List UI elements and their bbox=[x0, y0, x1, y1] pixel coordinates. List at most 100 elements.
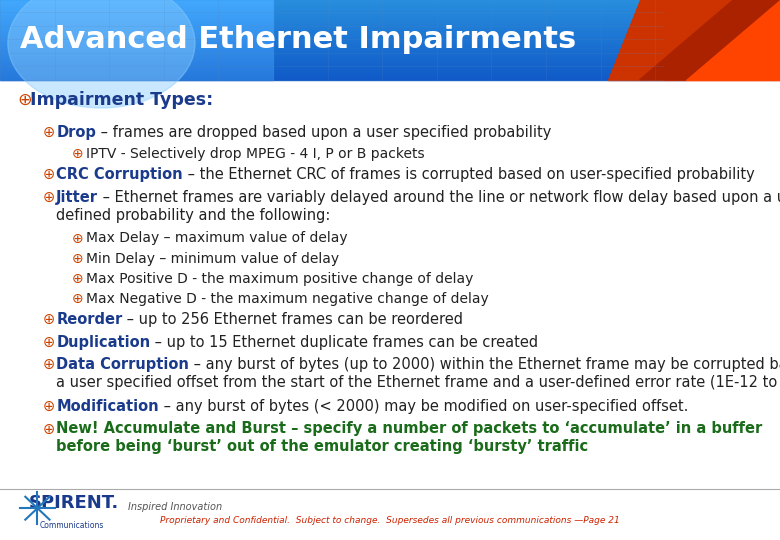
Bar bbox=[0, 8, 686, 9]
Bar bbox=[0, 39, 273, 40]
Bar bbox=[0, 62, 686, 63]
Bar bbox=[0, 14, 686, 15]
Text: Min Delay – minimum value of delay: Min Delay – minimum value of delay bbox=[86, 252, 339, 266]
Bar bbox=[0, 69, 686, 70]
Polygon shape bbox=[686, 0, 780, 80]
Text: ⊕: ⊕ bbox=[43, 421, 55, 436]
Text: CRC Corruption: CRC Corruption bbox=[56, 167, 183, 183]
Bar bbox=[0, 75, 273, 76]
Text: ⊕: ⊕ bbox=[72, 292, 83, 306]
Bar bbox=[0, 79, 686, 80]
Bar bbox=[0, 11, 273, 12]
Bar bbox=[0, 60, 273, 61]
Bar bbox=[0, 30, 273, 31]
Bar bbox=[0, 37, 686, 38]
Bar bbox=[0, 39, 686, 40]
Bar bbox=[0, 79, 273, 80]
Bar bbox=[0, 36, 273, 37]
Text: – specify a number of packets to ‘accumulate’ in a buffer: – specify a number of packets to ‘accumu… bbox=[286, 421, 762, 436]
Bar bbox=[0, 41, 273, 42]
Bar bbox=[0, 56, 273, 57]
Bar bbox=[0, 49, 686, 50]
Bar bbox=[0, 9, 273, 10]
Text: Communications: Communications bbox=[40, 521, 104, 530]
Bar bbox=[0, 58, 273, 59]
Bar bbox=[0, 29, 273, 30]
Text: Modification: Modification bbox=[56, 399, 159, 414]
Bar bbox=[0, 30, 686, 31]
Bar bbox=[0, 34, 686, 35]
Bar bbox=[0, 27, 273, 28]
Bar bbox=[0, 48, 273, 49]
Text: ⊕: ⊕ bbox=[43, 125, 55, 139]
Bar bbox=[0, 13, 273, 14]
Circle shape bbox=[8, 0, 195, 108]
Text: ⊕: ⊕ bbox=[17, 91, 32, 109]
Text: ⊕: ⊕ bbox=[43, 399, 55, 414]
Bar bbox=[0, 13, 686, 14]
Text: defined probability and the following:: defined probability and the following: bbox=[56, 208, 331, 223]
Bar bbox=[0, 31, 686, 32]
Bar bbox=[0, 18, 273, 19]
Bar bbox=[0, 24, 686, 25]
Text: Max Positive D - the maximum positive change of delay: Max Positive D - the maximum positive ch… bbox=[86, 272, 473, 286]
Text: SPIRENT.: SPIRENT. bbox=[29, 494, 119, 512]
Bar bbox=[0, 35, 686, 36]
Bar bbox=[0, 38, 686, 39]
Text: Inspired Innovation: Inspired Innovation bbox=[129, 502, 222, 512]
Bar bbox=[0, 74, 686, 75]
Bar bbox=[0, 48, 686, 49]
Bar bbox=[0, 17, 686, 18]
Bar bbox=[0, 23, 273, 24]
Bar bbox=[0, 60, 686, 61]
Bar bbox=[0, 47, 686, 48]
Bar bbox=[0, 21, 686, 22]
Bar bbox=[0, 59, 686, 60]
Bar bbox=[0, 31, 273, 32]
Bar bbox=[0, 3, 686, 4]
Bar bbox=[0, 40, 273, 41]
Text: Proprietary and Confidential.  Subject to change.  Supersedes all previous commu: Proprietary and Confidential. Subject to… bbox=[160, 516, 620, 525]
Bar bbox=[0, 61, 273, 62]
Bar bbox=[0, 61, 686, 62]
Bar bbox=[0, 52, 273, 53]
Bar bbox=[0, 50, 686, 51]
Bar bbox=[0, 42, 686, 43]
Bar bbox=[0, 18, 686, 19]
Text: – frames are dropped based upon a user specified probability: – frames are dropped based upon a user s… bbox=[96, 125, 551, 139]
Text: ⊕: ⊕ bbox=[72, 147, 83, 161]
Bar bbox=[0, 75, 686, 76]
Bar bbox=[0, 29, 686, 30]
Bar bbox=[0, 9, 686, 10]
Bar bbox=[0, 21, 273, 22]
Bar bbox=[0, 15, 686, 16]
Text: Max Negative D - the maximum negative change of delay: Max Negative D - the maximum negative ch… bbox=[86, 292, 488, 306]
Bar bbox=[0, 73, 273, 74]
Bar bbox=[0, 2, 686, 3]
Text: before being ‘burst’ out of the emulator creating ‘bursty’ traffic: before being ‘burst’ out of the emulator… bbox=[56, 440, 588, 455]
Bar bbox=[0, 49, 273, 50]
Bar bbox=[0, 78, 686, 79]
Bar bbox=[0, 5, 686, 6]
Bar bbox=[0, 27, 686, 28]
Text: Max Delay – maximum value of delay: Max Delay – maximum value of delay bbox=[86, 232, 347, 246]
Bar bbox=[0, 44, 686, 45]
Text: ⊕: ⊕ bbox=[43, 357, 55, 372]
Bar bbox=[0, 20, 686, 21]
Bar bbox=[0, 47, 273, 48]
Bar bbox=[0, 6, 273, 7]
Bar bbox=[0, 4, 273, 5]
Polygon shape bbox=[640, 0, 780, 80]
Bar bbox=[0, 2, 273, 3]
Text: Data Corruption: Data Corruption bbox=[56, 357, 189, 372]
Bar bbox=[0, 20, 273, 21]
Bar bbox=[0, 68, 273, 69]
Bar bbox=[0, 10, 686, 11]
Bar bbox=[0, 44, 273, 45]
Bar bbox=[0, 63, 273, 64]
Bar bbox=[0, 11, 686, 12]
Bar bbox=[0, 38, 273, 39]
Text: Duplication: Duplication bbox=[56, 335, 151, 349]
Text: IPTV - Selectively drop MPEG - 4 I, P or B packets: IPTV - Selectively drop MPEG - 4 I, P or… bbox=[86, 147, 424, 161]
Bar bbox=[0, 12, 273, 13]
